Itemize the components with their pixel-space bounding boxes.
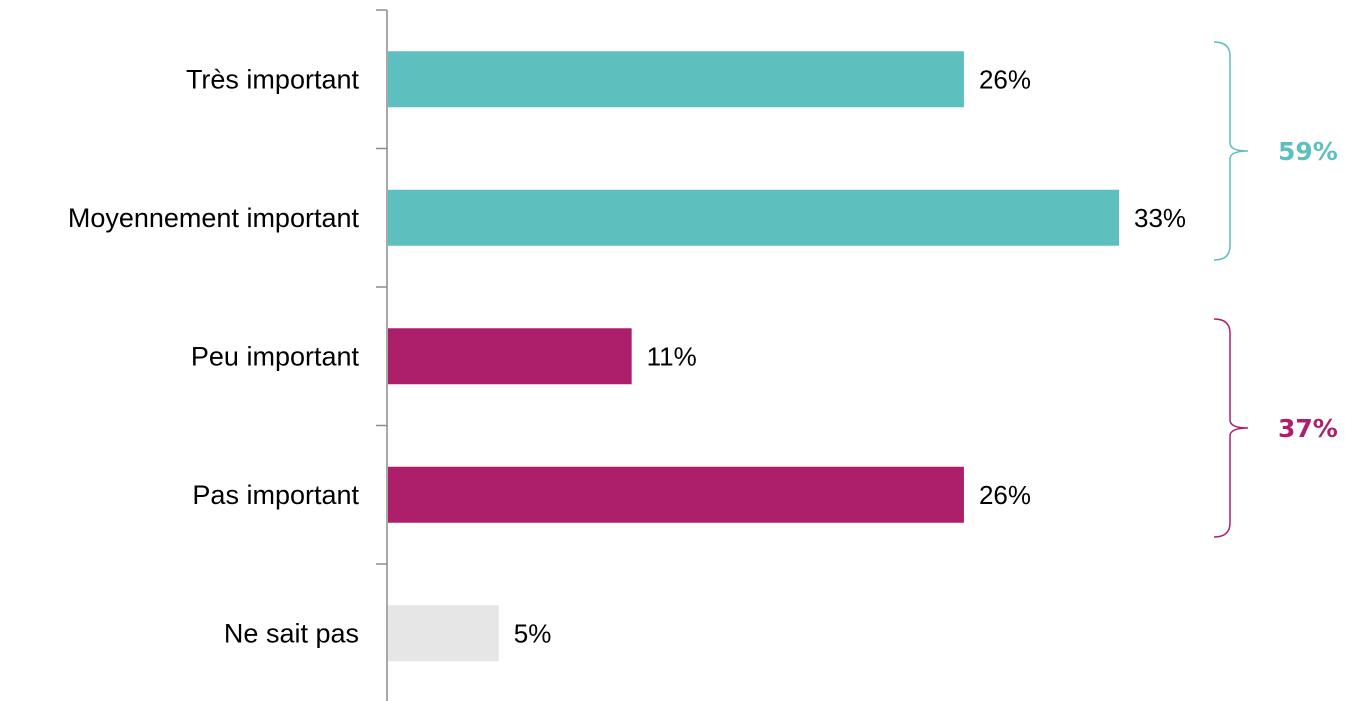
value-label: 33% [1134,203,1186,233]
group-bracket [1213,318,1249,538]
group-brackets: 59% 37% [1213,41,1338,538]
group-total-label: 59% [1278,137,1338,166]
category-label: Ne sait pas [224,618,359,648]
bar [388,189,1119,246]
category-labels: Très important Moyennement important Peu i… [68,64,360,648]
value-labels: 26% 33% 11% 26% 5% [514,64,1186,648]
y-axis-ticks [376,9,387,565]
bar [388,328,632,385]
bars [388,51,1119,662]
bar [388,51,964,108]
value-label: 26% [979,64,1031,94]
value-label: 11% [647,341,697,371]
category-label: Très important [186,64,360,94]
bar [388,605,499,662]
category-label: Moyennement important [68,203,360,233]
category-label: Pas important [192,480,359,510]
value-label: 5% [514,618,552,648]
value-label: 26% [979,480,1031,510]
category-label: Peu important [191,341,360,371]
bar [388,466,964,523]
group-total-label: 37% [1278,414,1338,443]
group-bracket [1213,41,1249,261]
